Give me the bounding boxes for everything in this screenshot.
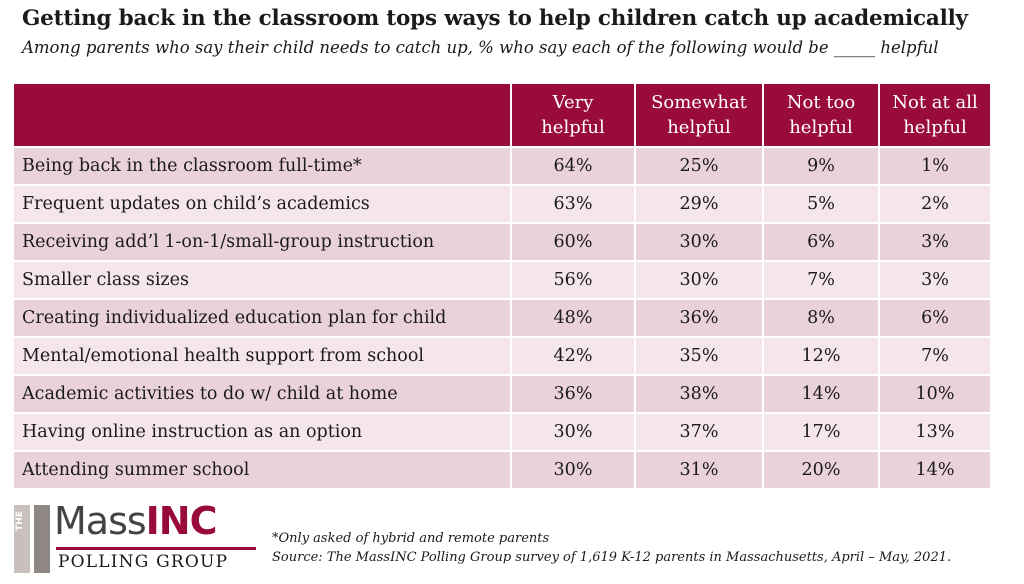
table-row: Having online instruction as an option 30… [14,412,990,450]
column-header: Not at all helpful [880,84,990,146]
value-cell: 30% [636,222,764,260]
value-cell: 8% [764,298,880,336]
massinc-logo: THE MassINC POLLING GROUP [8,499,258,579]
results-table: Very helpful Somewhat helpful Not too he… [14,84,990,488]
value-cell: 36% [636,298,764,336]
header-blank [14,84,512,146]
footnote: *Only asked of hybrid and remote parents… [272,529,951,567]
value-cell: 42% [512,336,636,374]
value-cell: 7% [880,336,990,374]
logo-inc-text: INC [145,499,218,543]
table-row: Creating individualized education plan f… [14,298,990,336]
value-cell: 1% [880,146,990,184]
value-cell: 17% [764,412,880,450]
table-row: Mental/emotional health support from sch… [14,336,990,374]
value-cell: 7% [764,260,880,298]
value-cell: 60% [512,222,636,260]
value-cell: 2% [880,184,990,222]
table-row: Frequent updates on child’s academics 63%… [14,184,990,222]
value-cell: 13% [880,412,990,450]
logo-mass-text: Mass [54,499,147,543]
row-label: Smaller class sizes [14,260,512,298]
table-row: Academic activities to do w/ child at ho… [14,374,990,412]
value-cell: 31% [636,450,764,488]
value-cell: 30% [512,412,636,450]
value-cell: 12% [764,336,880,374]
table-row: Attending summer school 30% 31% 20% 14% [14,450,990,488]
value-cell: 10% [880,374,990,412]
value-cell: 20% [764,450,880,488]
value-cell: 63% [512,184,636,222]
row-label: Having online instruction as an option [14,412,512,450]
value-cell: 9% [764,146,880,184]
logo-the-text: THE [15,511,25,531]
logo-bar-dark [34,505,50,573]
column-header: Somewhat helpful [636,84,764,146]
value-cell: 5% [764,184,880,222]
row-label: Mental/emotional health support from sch… [14,336,512,374]
row-label: Academic activities to do w/ child at ho… [14,374,512,412]
value-cell: 48% [512,298,636,336]
value-cell: 30% [512,450,636,488]
row-label: Receiving add’l 1-on-1/small-group instr… [14,222,512,260]
chart-title: Getting back in the classroom tops ways … [22,6,968,31]
value-cell: 25% [636,146,764,184]
row-label: Frequent updates on child’s academics [14,184,512,222]
value-cell: 29% [636,184,764,222]
row-label: Being back in the classroom full-time* [14,146,512,184]
logo-rule [56,547,256,550]
column-header: Very helpful [512,84,636,146]
table-row: Being back in the classroom full-time* 64… [14,146,990,184]
logo-bar-light [14,505,30,573]
value-cell: 37% [636,412,764,450]
value-cell: 64% [512,146,636,184]
logo-polling-text: POLLING GROUP [58,552,229,572]
table-row: Smaller class sizes 56% 30% 7% 3% [14,260,990,298]
table-row: Receiving add’l 1-on-1/small-group instr… [14,222,990,260]
table-body: Being back in the classroom full-time* 64… [14,146,990,488]
footnote-note: *Only asked of hybrid and remote parents [272,531,550,546]
logo-wordmark: MassINC [54,499,218,543]
row-label: Creating individualized education plan f… [14,298,512,336]
value-cell: 56% [512,260,636,298]
value-cell: 35% [636,336,764,374]
value-cell: 3% [880,260,990,298]
value-cell: 30% [636,260,764,298]
value-cell: 14% [880,450,990,488]
value-cell: 38% [636,374,764,412]
chart-subtitle: Among parents who say their child needs … [22,38,939,57]
value-cell: 6% [880,298,990,336]
column-header: Not too helpful [764,84,880,146]
header-row: Very helpful Somewhat helpful Not too he… [14,84,990,146]
value-cell: 14% [764,374,880,412]
footnote-source: Source: The MassINC Polling Group survey… [272,550,952,565]
value-cell: 6% [764,222,880,260]
value-cell: 3% [880,222,990,260]
value-cell: 36% [512,374,636,412]
row-label: Attending summer school [14,450,512,488]
